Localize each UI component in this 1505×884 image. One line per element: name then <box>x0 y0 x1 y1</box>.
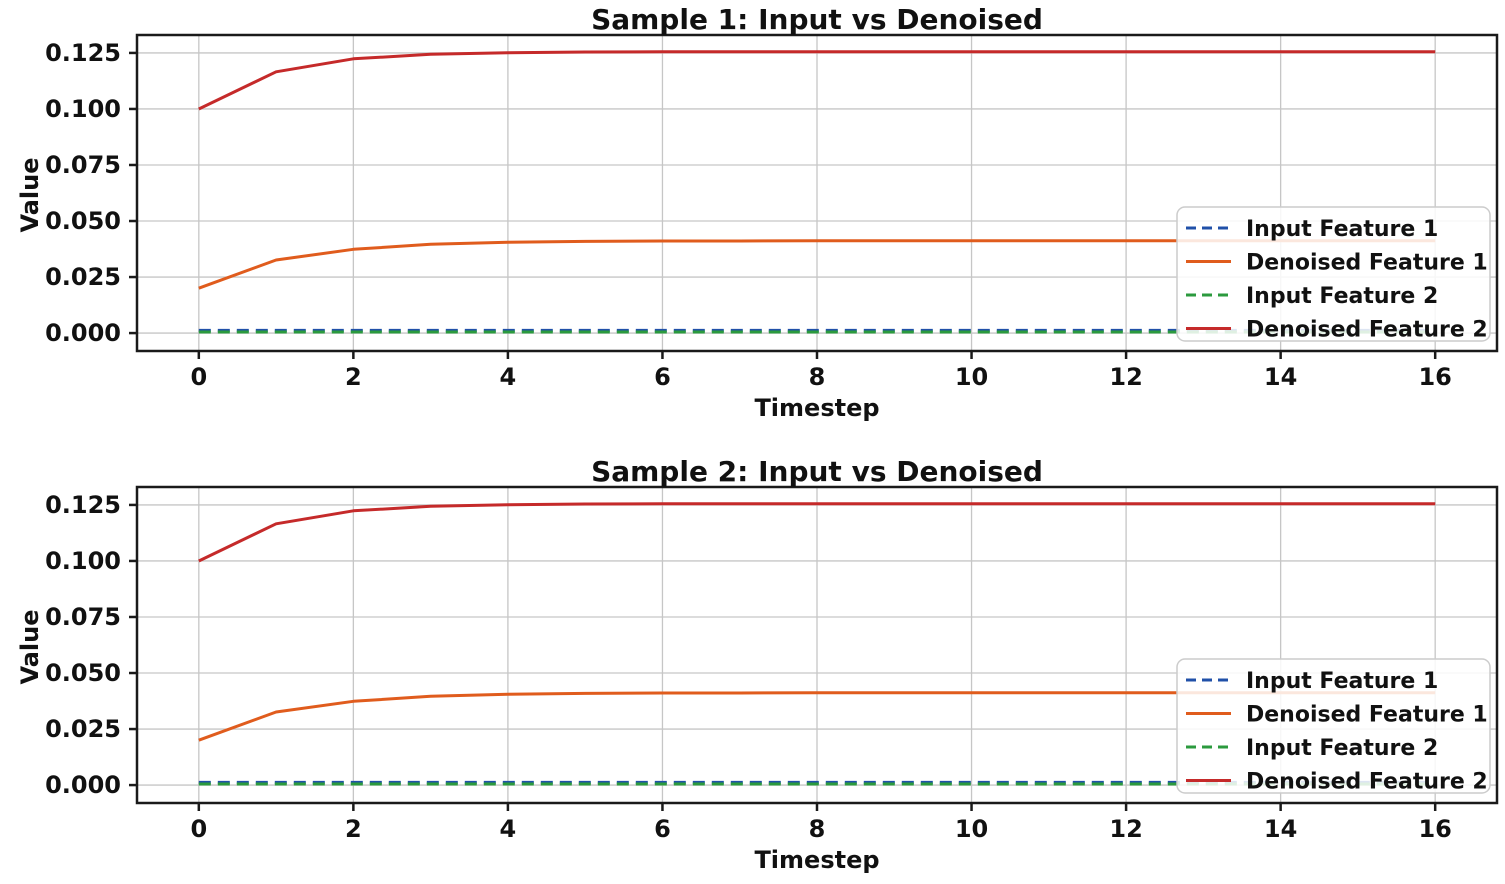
chart2-x-axis-label: Timestep <box>754 846 880 874</box>
chart1-x-tick-label: 14 <box>1264 363 1297 391</box>
chart1-legend-label: Denoised Feature 1 <box>1246 251 1488 276</box>
chart1-x-tick-label: 8 <box>809 363 826 391</box>
chart1-x-tick-label: 0 <box>190 363 207 391</box>
chart1-x-tick-label: 16 <box>1418 363 1451 391</box>
chart2-x-tick-label: 4 <box>500 815 517 843</box>
chart1-legend-label: Input Feature 1 <box>1246 217 1438 242</box>
chart1-legend-label: Denoised Feature 2 <box>1246 318 1488 343</box>
chart1-y-tick-label: 0.000 <box>45 319 121 347</box>
chart1-y-tick-label: 0.100 <box>45 95 121 123</box>
chart1-x-axis-label: Timestep <box>754 394 880 422</box>
chart2-y-axis-label: Value <box>16 609 44 685</box>
chart1-y-tick-label: 0.125 <box>45 39 121 67</box>
chart2-series-line-denoised-feature-2 <box>198 502 1436 563</box>
chart1-x-tick-label: 4 <box>500 363 517 391</box>
chart2-y-tick-label: 0.050 <box>45 659 121 687</box>
chart2-x-tick-label: 6 <box>654 815 671 843</box>
chart1-x-tick-label: 6 <box>654 363 671 391</box>
chart1-y-tick-label: 0.050 <box>45 207 121 235</box>
chart1-x-tick-label: 2 <box>345 363 362 391</box>
chart2-legend-label: Denoised Feature 2 <box>1246 770 1488 795</box>
chart2-y-tick-label: 0.025 <box>45 715 121 743</box>
chart1-y-tick-label: 0.075 <box>45 151 121 179</box>
chart1-series-line-denoised-feature-2 <box>198 50 1436 111</box>
chart2-x-tick-label: 0 <box>190 815 207 843</box>
chart1-x-tick-label: 10 <box>955 363 988 391</box>
chart2-legend-box <box>1176 658 1491 794</box>
chart2-legend-label: Input Feature 1 <box>1246 669 1438 694</box>
chart2-x-tick-label: 16 <box>1418 815 1451 843</box>
chart2-title: Sample 2: Input vs Denoised <box>591 455 1043 488</box>
chart1-y-axis-label: Value <box>16 157 44 233</box>
chart1-y-tick-label: 0.025 <box>45 263 121 291</box>
chart1-legend-box <box>1176 206 1491 342</box>
chart2-y-tick-label: 0.125 <box>45 491 121 519</box>
chart2-y-tick-label: 0.100 <box>45 547 121 575</box>
chart1-legend-label: Input Feature 2 <box>1246 284 1438 309</box>
chart2-x-tick-label: 8 <box>809 815 826 843</box>
chart2-y-tick-label: 0.000 <box>45 771 121 799</box>
chart1-title: Sample 1: Input vs Denoised <box>591 3 1043 36</box>
chart2-legend-label: Denoised Feature 1 <box>1246 703 1488 728</box>
chart2-x-tick-label: 12 <box>1109 815 1142 843</box>
chart2-y-tick-label: 0.075 <box>45 603 121 631</box>
chart2-x-tick-label: 14 <box>1264 815 1297 843</box>
chart1-x-tick-label: 12 <box>1109 363 1142 391</box>
chart2-legend-label: Input Feature 2 <box>1246 736 1438 761</box>
chart2-x-tick-label: 10 <box>955 815 988 843</box>
chart2-x-tick-label: 2 <box>345 815 362 843</box>
